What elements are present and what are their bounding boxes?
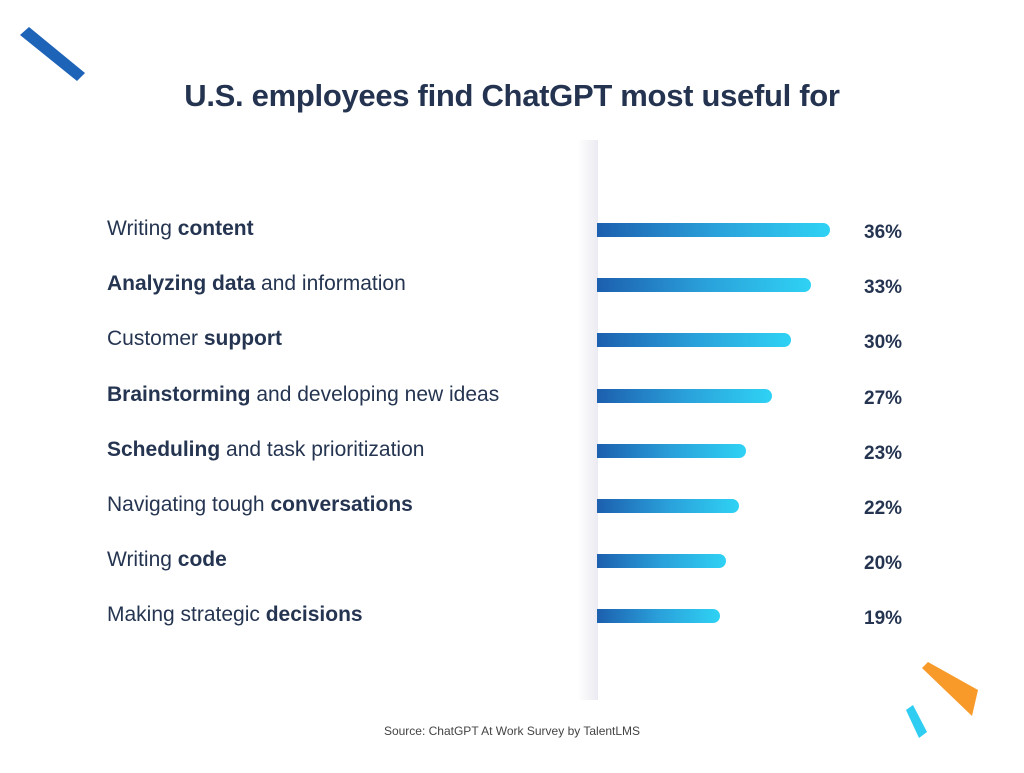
label-segment: and information xyxy=(255,272,406,296)
blue-stroke-decoration xyxy=(20,27,85,81)
category-label: Customer support xyxy=(107,327,282,351)
label-segment: and developing new ideas xyxy=(250,382,500,406)
value-label: 23% xyxy=(864,442,903,464)
bar xyxy=(597,278,811,293)
axis-shadow xyxy=(578,140,598,700)
category-label: Writing code xyxy=(107,548,227,572)
label-segment: code xyxy=(177,548,227,572)
category-label: Navigating tough conversations xyxy=(107,493,413,517)
bar xyxy=(597,443,746,458)
label-segment: Scheduling xyxy=(107,437,221,461)
bar xyxy=(597,388,772,403)
bar xyxy=(597,609,720,624)
label-segment: Analyzing data xyxy=(107,272,256,296)
label-segment: Brainstorming xyxy=(107,382,251,406)
value-label: 20% xyxy=(864,553,903,575)
label-segment: decisions xyxy=(265,603,363,627)
value-label: 36% xyxy=(864,222,903,243)
bar xyxy=(597,554,727,569)
bar xyxy=(597,333,792,348)
category-label: Writing content xyxy=(107,217,254,241)
bar xyxy=(597,499,740,513)
cyan-stroke-decoration xyxy=(906,705,927,738)
label-segment: conversations xyxy=(270,493,413,516)
label-segment: support xyxy=(203,327,283,351)
label-segment: content xyxy=(177,217,254,240)
source-note: Source: ChatGPT At Work Survey by Talent… xyxy=(383,724,641,738)
orange-stroke-decoration xyxy=(922,662,978,716)
label-segment: Navigating tough xyxy=(107,493,271,516)
label-segment: and task prioritization xyxy=(220,437,425,461)
category-label: Making strategic decisions xyxy=(107,603,363,627)
bar xyxy=(597,223,830,237)
label-segment: Writing xyxy=(107,217,178,240)
chart-title: U.S. employees find ChatGPT most useful … xyxy=(184,78,840,113)
category-label: Analyzing data and information xyxy=(107,272,406,296)
value-label: 30% xyxy=(864,332,903,354)
label-segment: Writing xyxy=(107,548,178,572)
category-label: Brainstorming and developing new ideas xyxy=(107,383,499,407)
value-label: 27% xyxy=(864,387,903,409)
value-label: 22% xyxy=(864,498,903,519)
category-label: Scheduling and task prioritization xyxy=(107,438,424,462)
label-segment: Customer xyxy=(107,327,204,351)
label-segment: Making strategic xyxy=(107,603,266,627)
value-label: 19% xyxy=(864,608,903,630)
value-label: 33% xyxy=(864,277,903,299)
